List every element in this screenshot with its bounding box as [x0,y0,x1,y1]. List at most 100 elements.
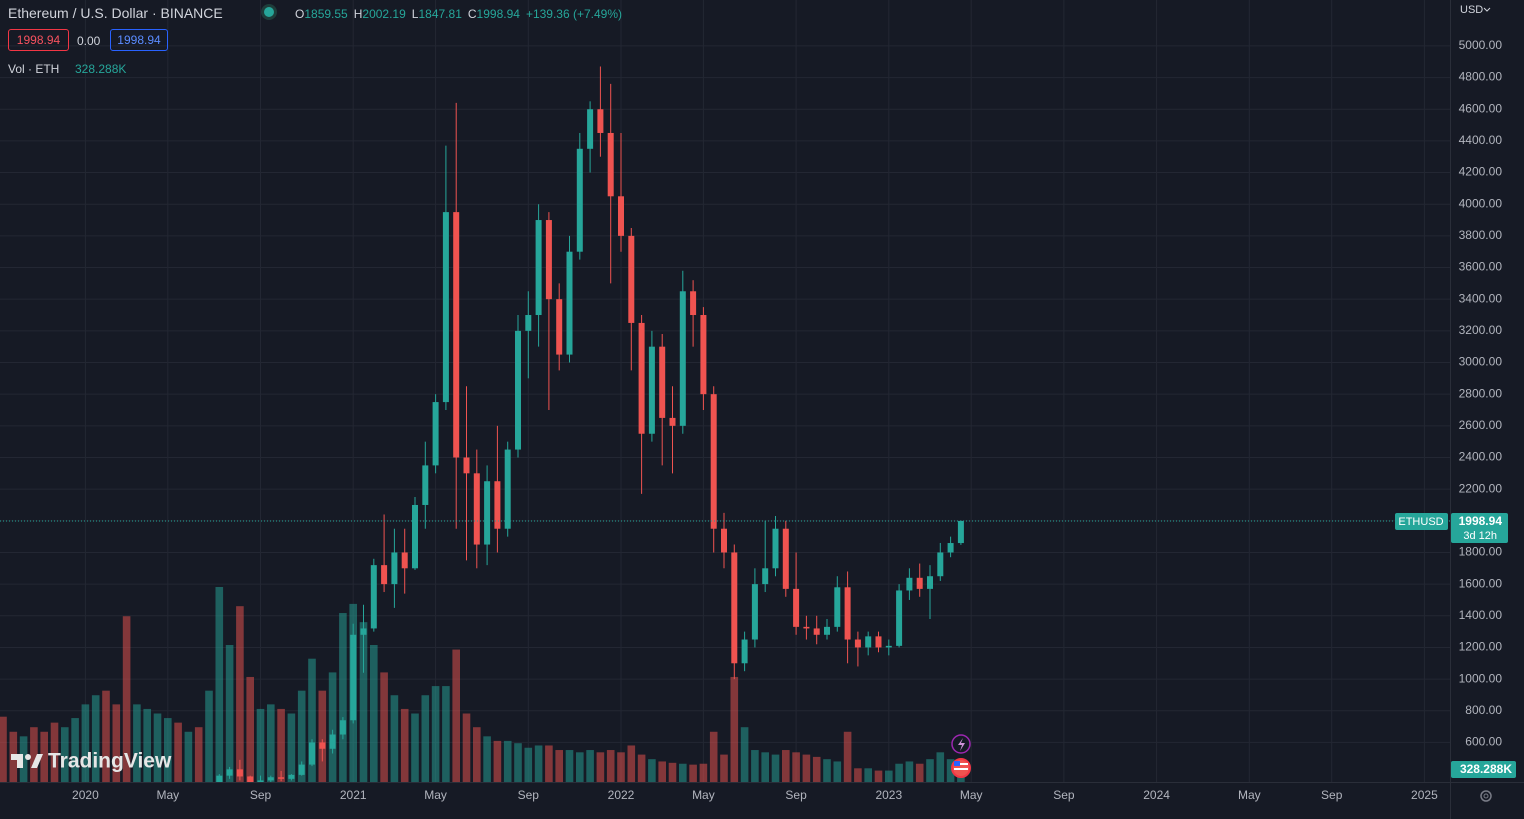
candle-body [751,584,758,640]
candle-body [824,626,830,635]
candle-body [144,807,150,813]
candle-body [185,800,191,801]
volume-bar [30,727,38,782]
candle-body [124,807,130,816]
volume-bar [184,731,193,782]
candle-body [298,764,305,775]
x-tick-label: May [692,788,715,802]
candle-body [319,742,326,749]
volume-bar [627,745,636,782]
volume-bar [370,644,378,782]
volume-bar [205,690,213,782]
candle-body [381,565,388,585]
candle-body [721,528,727,553]
candle-body [947,543,954,553]
candle-body [700,315,707,395]
y-tick-label: 2200.00 [1459,481,1503,495]
volume-bar [215,587,224,782]
candle-body [360,628,367,635]
volume-bar [81,704,90,782]
candle-body [0,806,6,809]
volume-bar [771,754,780,782]
x-tick-label: Sep [785,788,807,802]
volume-bar [545,745,553,782]
candle-body [957,520,964,544]
candle-body [927,576,933,589]
volume-bar [308,658,316,782]
volume-bar [462,713,471,782]
candle-body [638,322,645,434]
volume-bar [256,708,265,782]
candle-body [556,299,563,355]
plot-area [0,0,1450,817]
volume-bar [390,695,399,782]
volume-bar [854,768,862,782]
volume-bar [50,722,59,782]
buy-button[interactable]: 1998.94 [110,29,168,51]
event-icon[interactable] [951,734,971,754]
candle-body [813,628,820,635]
candle-body [545,220,552,300]
x-tick-label: May [1238,788,1261,802]
candle-body [257,780,264,782]
candle-body [659,346,666,418]
candle-body [607,132,614,197]
flag-icon[interactable] [951,758,971,778]
volume-label: 328.288K [1460,762,1512,776]
candle-body [412,504,418,569]
volume-bar [514,743,522,782]
watermark: TradingView [48,750,172,773]
candle-body [134,813,140,816]
volume-bar [421,695,430,782]
y-tick-label: 2400.00 [1459,450,1503,464]
candle-body [648,346,655,434]
x-tick-label: 2021 [340,788,367,802]
volume-bar [576,752,584,782]
volume-bar [102,690,110,782]
candle-body [679,291,686,426]
volume-bar [493,740,502,782]
volume-bar [112,704,121,782]
volume-bar [19,736,28,782]
volume-bar [359,622,368,782]
volume-bar [328,672,337,782]
volume-bar [823,759,831,782]
candle-body [350,634,357,721]
candle-body [504,449,511,529]
currency[interactable]: USD [1460,4,1483,16]
ohlc-letter: C [467,7,477,21]
candle-body [62,815,68,817]
candle-body [463,457,470,474]
x-tick-label: 2025 [1411,788,1438,802]
volume-bar [473,727,481,782]
sell-button[interactable]: 1998.94 [8,29,69,51]
candle-body [52,814,58,817]
volume-bar [740,727,749,782]
volume-bar [380,672,388,782]
candle-body [113,799,119,807]
candle-body [155,804,161,806]
ohlc-item: O1859.55 [295,7,348,21]
volume-bar [751,750,759,782]
volume-name: Vol · ETH [8,62,60,76]
y-tick-label: 800.00 [1465,703,1502,717]
volume-bar [709,731,718,782]
candle-body [525,315,532,331]
ohlc-value: 1847.81 [418,7,462,21]
y-tick-label: 1200.00 [1459,640,1503,654]
symbol-label: ETHUSD [1398,516,1443,528]
settings-icon[interactable] [1480,790,1492,802]
x-tick-label: 2022 [608,788,635,802]
candle-body [247,776,254,782]
y-tick-label: 1600.00 [1459,576,1503,590]
candle-body [566,251,573,355]
volume-bar [91,695,100,782]
candle-body [82,808,88,810]
volume-bar [782,750,790,782]
volume-bar [946,759,955,782]
volume-bar [287,713,296,782]
volume-bar [442,686,450,782]
candle-body [21,807,27,809]
